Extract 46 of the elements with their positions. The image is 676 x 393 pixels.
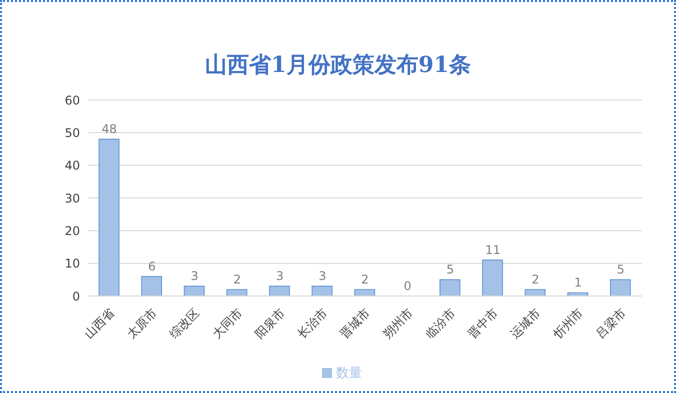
- data-label: 6: [148, 259, 156, 274]
- y-tick-label: 10: [64, 256, 80, 271]
- y-tick-label: 20: [64, 224, 80, 238]
- data-label: 2: [532, 272, 540, 286]
- legend-label: 数量: [336, 366, 362, 381]
- data-label: 48: [102, 122, 117, 136]
- data-label: 2: [233, 272, 241, 286]
- bar: [312, 286, 332, 296]
- x-tick-label: 临汾市: [422, 306, 458, 342]
- data-label: 3: [190, 269, 198, 284]
- x-tick-label: 山西省: [82, 306, 118, 342]
- x-tick-label: 吕梁市: [593, 306, 628, 342]
- data-label: 2: [361, 272, 369, 286]
- x-tick-label: 运城市: [508, 306, 544, 342]
- x-tick-label: 忻州市: [550, 306, 586, 342]
- bar: [610, 279, 631, 296]
- x-tick-label: 太原市: [124, 306, 160, 342]
- bar: [184, 286, 205, 296]
- bar: [269, 286, 290, 296]
- data-label: 1: [574, 276, 582, 290]
- x-tick-label: 朔州市: [380, 306, 416, 342]
- y-tick-label: 40: [64, 158, 80, 173]
- y-tick-label: 30: [64, 191, 80, 206]
- bar: [524, 289, 546, 296]
- bar: [440, 279, 460, 296]
- data-label: 0: [404, 279, 412, 293]
- data-label: 3: [318, 269, 326, 284]
- bar: [98, 138, 120, 296]
- data-label: 3: [276, 269, 284, 284]
- bar: [354, 289, 376, 296]
- x-tick-label: 大同市: [210, 306, 245, 342]
- data-label: 5: [446, 262, 454, 277]
- data-label: 11: [485, 243, 500, 258]
- chart-title: 山西省1月份政策发布91条: [204, 51, 472, 80]
- bar: [141, 276, 162, 296]
- x-tick-label: 阳泉市: [252, 306, 288, 342]
- bar: [482, 260, 503, 296]
- x-tick-label: 长治市: [294, 306, 330, 342]
- x-tick-label: 晋城市: [337, 306, 373, 342]
- bar: [226, 289, 248, 296]
- y-tick-label: 60: [64, 93, 80, 108]
- x-tick-label: 综改区: [166, 306, 202, 342]
- x-tick-label: 晋中市: [465, 306, 501, 342]
- y-tick-label: 50: [64, 126, 80, 140]
- data-label: 5: [616, 262, 625, 277]
- y-tick-label: 0: [72, 289, 80, 304]
